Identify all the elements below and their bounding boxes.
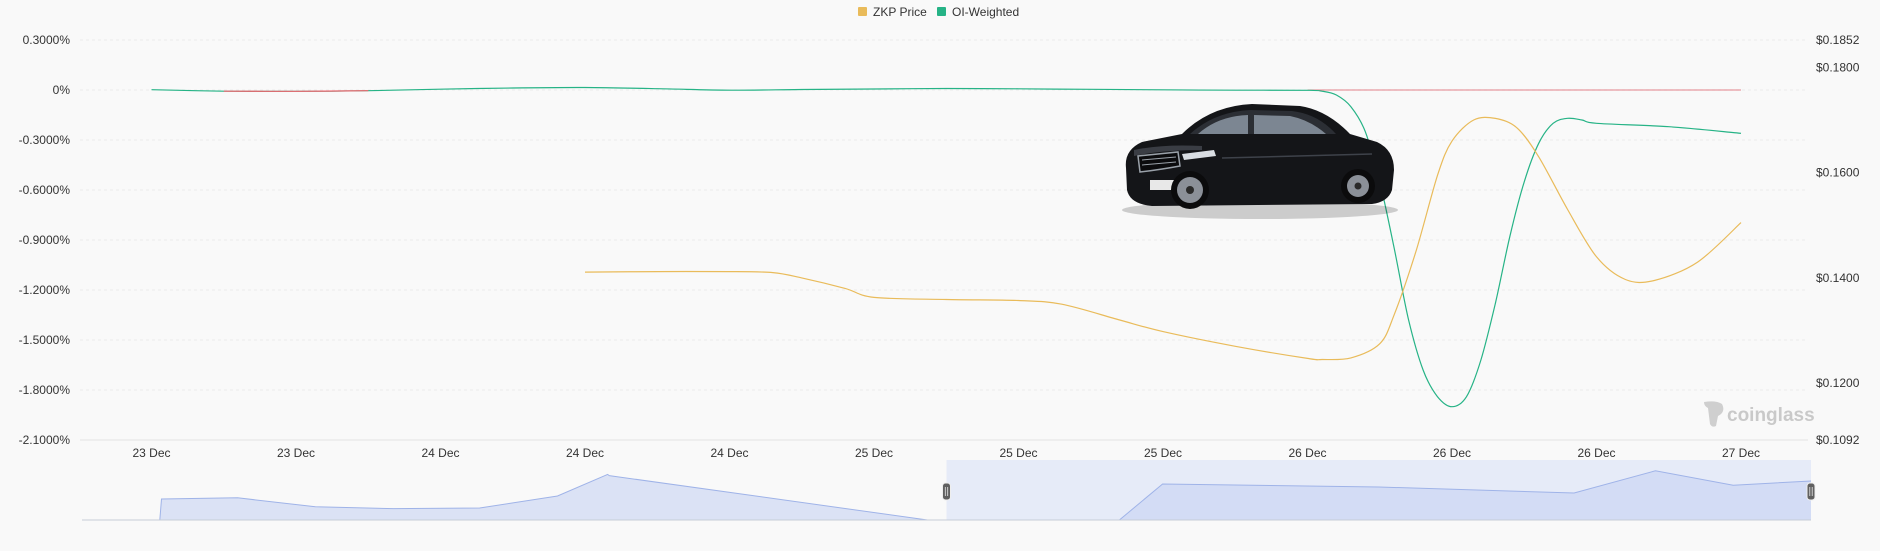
- y-left-tick-label: -2.1000%: [19, 433, 71, 447]
- legend-swatch-oi-weighted: [937, 7, 946, 16]
- legend-label-zkp-price: ZKP Price: [873, 5, 927, 19]
- y-right-tick-label: $0.1200: [1816, 376, 1860, 390]
- y-left-tick-label: -0.9000%: [19, 233, 71, 247]
- x-tick-label: 26 Dec: [1288, 446, 1326, 460]
- y-right-tick-label: $0.1092: [1816, 433, 1860, 447]
- gridlines: [80, 39, 1808, 441]
- y-right-tick-label: $0.1400: [1816, 271, 1860, 285]
- car-image: [1122, 104, 1398, 219]
- zkp-price-line: [584, 116, 1742, 361]
- watermark-text: coinglass: [1727, 405, 1815, 426]
- legend-item-zkp-price[interactable]: ZKP Price: [858, 5, 927, 19]
- y-right-tick-label: $0.1800: [1816, 60, 1860, 74]
- y-left-tick-label: -0.6000%: [19, 183, 71, 197]
- x-tick-label: 23 Dec: [132, 446, 170, 460]
- coinglass-watermark: coinglass: [1704, 401, 1815, 427]
- x-tick-label: 26 Dec: [1577, 446, 1615, 460]
- x-tick-label: 24 Dec: [710, 446, 748, 460]
- plot-area: [151, 86, 1742, 408]
- legend-swatch-zkp-price: [858, 7, 867, 16]
- legend-item-oi-weighted[interactable]: OI-Weighted: [937, 5, 1019, 19]
- legend-label-oi-weighted: OI-Weighted: [952, 5, 1019, 19]
- x-axis: 23 Dec 23 Dec 24 Dec 24 Dec 24 Dec 25 Dec 25 D…: [80, 439, 1808, 460]
- x-tick-label: 23 Dec: [277, 446, 315, 460]
- y-right-tick-label: $0.1600: [1816, 166, 1860, 180]
- x-tick-label: 25 Dec: [999, 446, 1037, 460]
- x-tick-label: 27 Dec: [1722, 446, 1760, 460]
- x-tick-label: 24 Dec: [566, 446, 604, 460]
- range-slider-preview-area: [82, 470, 1811, 520]
- range-slider[interactable]: [82, 460, 1816, 521]
- y-left-tick-label: -1.2000%: [19, 283, 71, 297]
- x-tick-label: 25 Dec: [1144, 446, 1182, 460]
- x-tick-label: 26 Dec: [1433, 446, 1471, 460]
- y-left-tick-label: 0.3000%: [23, 33, 71, 47]
- y-left-tick-label: -1.8000%: [19, 383, 71, 397]
- oi-weighted-line: [151, 86, 1742, 408]
- x-tick-label: 24 Dec: [421, 446, 459, 460]
- legend: ZKP Price OI-Weighted: [858, 5, 1019, 19]
- y-axis-left: 0.3000% 0% -0.3000% -0.6000% -0.9000% -1.2000…: [19, 33, 71, 447]
- y-axis-right: $0.1852 $0.1800 $0.1600 $0.1400 $0.1200 $0.10…: [1816, 33, 1860, 447]
- y-left-tick-label: -1.5000%: [19, 333, 71, 347]
- oi-weighted-negative-segment: [223, 90, 369, 92]
- x-tick-label: 25 Dec: [855, 446, 893, 460]
- y-left-tick-label: 0%: [53, 83, 71, 97]
- y-right-tick-label: $0.1852: [1816, 33, 1860, 47]
- y-left-tick-label: -0.3000%: [19, 133, 71, 147]
- range-slider-preview-line: [82, 470, 1812, 521]
- range-slider-handle-right[interactable]: [1806, 482, 1816, 501]
- range-slider-handle-left[interactable]: [942, 482, 951, 501]
